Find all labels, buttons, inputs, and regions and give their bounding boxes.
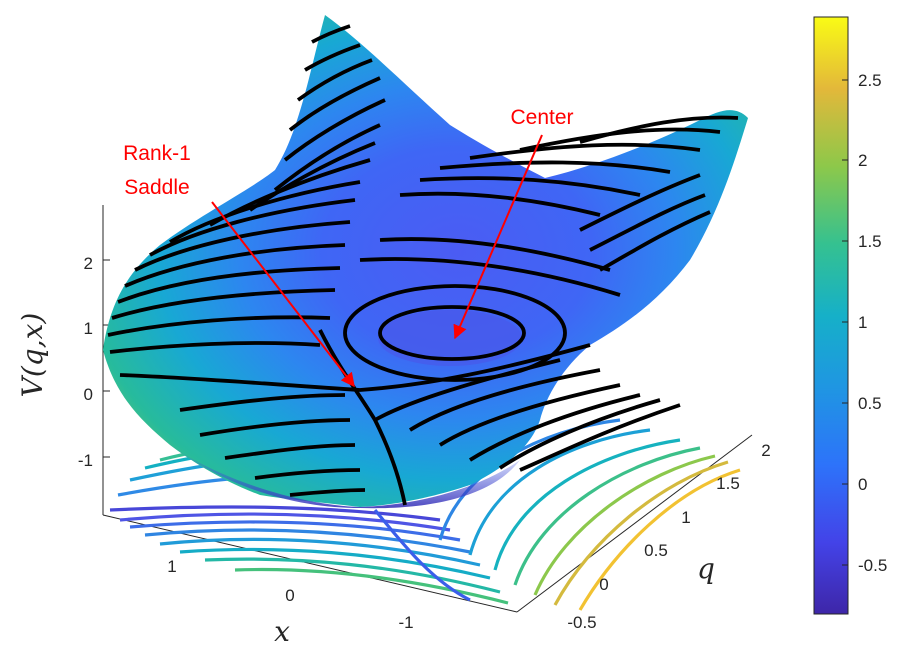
z-tick-label: 1 [84,319,93,338]
colorbar-tick-label: 1.5 [858,232,882,251]
center-arrow [453,134,543,340]
annotation-saddle-line1: Rank-1 [123,142,191,165]
q-axis-line [516,434,753,613]
q-tick-label: 1.5 [716,474,740,493]
annotation-center: Center [510,106,573,129]
colorbar-tick-label: 2 [858,151,867,170]
x-tick-label: -1 [398,613,413,632]
z-tick-label: 0 [84,385,93,404]
colorbar-gradient [813,16,849,615]
q-tick-label: 0 [599,575,608,594]
z-tick-marks [103,259,110,458]
colorbar-tick-label: 1 [858,313,867,332]
colorbar-ticks [842,79,848,566]
z-tick-labels: -1 0 1 2 [78,254,93,470]
surface-contours [107,24,739,506]
colorbar-tick-label: 2.5 [858,71,882,90]
colorbar-tick-label: 0.5 [858,394,882,413]
x-axis-label: x [274,615,290,648]
q-axis-label: q [697,552,715,585]
q-tick-label: 2 [761,441,770,460]
x-tick-label: 1 [167,557,176,576]
x-axis-line [102,514,518,613]
colorbar-tick-labels: -0.5 0 0.5 1 1.5 2 2.5 [858,71,887,575]
center-basin [378,310,522,366]
q-tick-label: -0.5 [567,613,596,632]
q-tick-label: 1 [681,508,690,527]
colorbar-tick-label: 0 [858,475,867,494]
q-tick-label: 0.5 [644,541,668,560]
x-tick-label: 0 [285,586,294,605]
z-axis-label: V(q,x) [16,313,49,398]
q-tick-labels: -0.5 0 0.5 1 1.5 2 [567,441,770,632]
saddle-arrow [211,201,355,388]
z-tick-label: -1 [78,451,93,470]
annotation-arrows [211,134,543,388]
z-tick-label: 2 [84,254,93,273]
colorbar: -0.5 0 0.5 1 1.5 2 2.5 [813,16,887,615]
annotation-saddle-line2: Saddle [124,176,189,199]
colorbar-tick-label: -0.5 [858,556,887,575]
x-tick-labels: 1 0 -1 [167,557,413,632]
